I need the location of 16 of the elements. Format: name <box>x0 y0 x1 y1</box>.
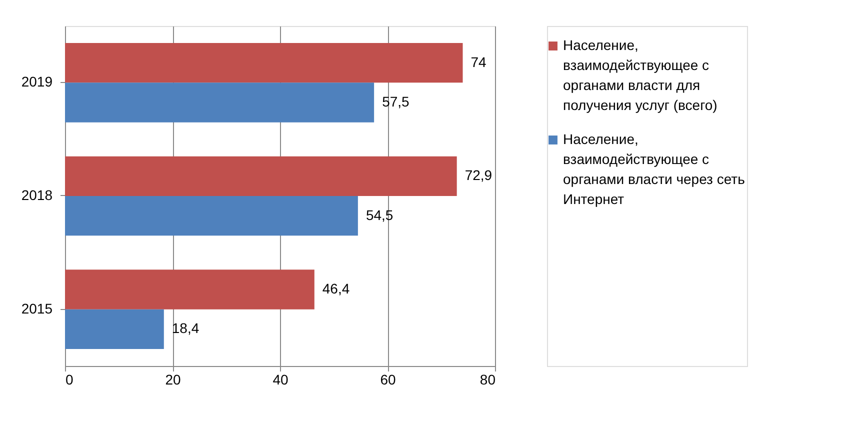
data-label: 54,5 <box>366 206 394 223</box>
x-tick-label: 0 <box>66 372 74 388</box>
x-tick-label: 40 <box>272 372 288 388</box>
data-label: 72,9 <box>464 167 492 184</box>
x-tick-label: 60 <box>380 372 396 388</box>
data-label: 46,4 <box>322 280 350 296</box>
x-tick-label: 20 <box>165 372 181 388</box>
data-label: 57,5 <box>382 94 410 110</box>
legend-label: Население, взаимодействующее с органами власти через сеть Интернет <box>563 131 745 207</box>
y-tick-label: 2018 <box>21 187 53 203</box>
legend-label: Население, взаимодействующее с органами власти для получения услуг (всего) <box>563 37 718 113</box>
data-label: 18,4 <box>172 320 200 336</box>
x-tick-label: 80 <box>480 372 496 388</box>
y-tick-label: 2019 <box>21 74 53 90</box>
y-tick-label: 2015 <box>21 300 53 316</box>
data-label: 74 <box>470 54 487 70</box>
